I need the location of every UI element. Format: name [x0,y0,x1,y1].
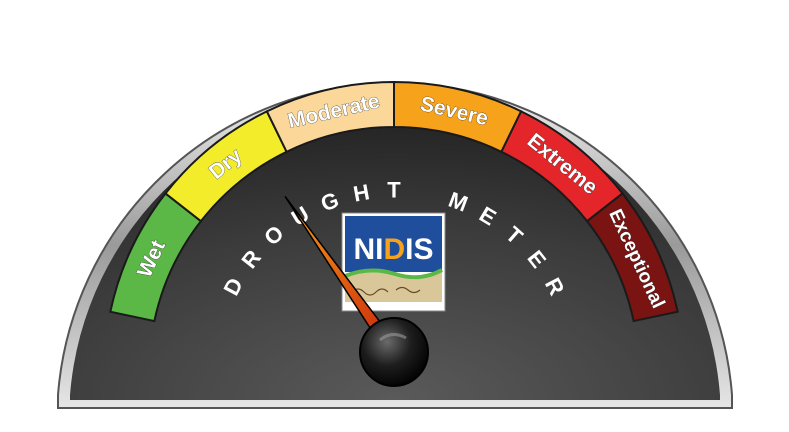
gauge-title-letter: H [351,179,371,206]
nidis-logo: NIDIS [341,212,446,312]
gauge-title-letter: T [387,178,401,203]
logo-text: NIDIS [353,233,433,266]
gauge-hub-icon [359,317,429,387]
category-segment-exceptional [585,192,679,323]
logo-background [345,216,442,272]
